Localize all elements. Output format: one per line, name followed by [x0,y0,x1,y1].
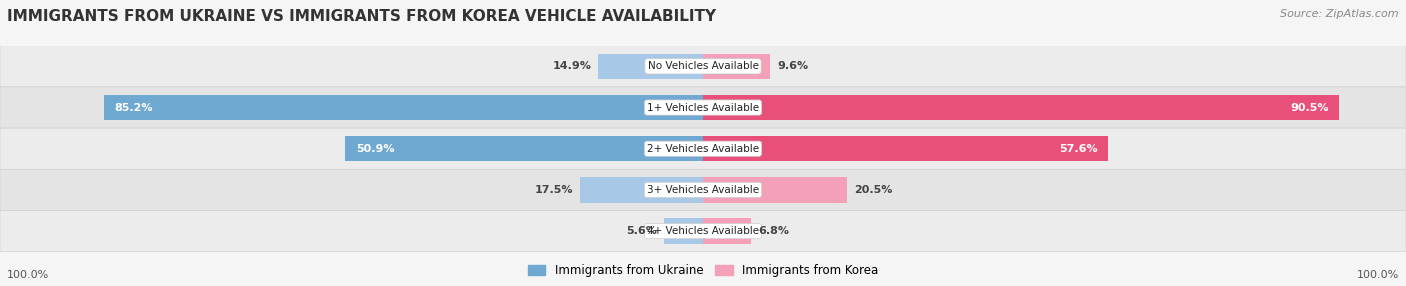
Legend: Immigrants from Ukraine, Immigrants from Korea: Immigrants from Ukraine, Immigrants from… [527,264,879,277]
Bar [599,53,703,79]
FancyBboxPatch shape [0,169,1406,210]
Text: 100.0%: 100.0% [1357,270,1399,280]
Text: 5.6%: 5.6% [626,226,657,236]
Text: 9.6%: 9.6% [778,61,808,71]
FancyBboxPatch shape [0,87,1406,128]
Bar [703,53,770,79]
Text: 6.8%: 6.8% [758,226,789,236]
Text: No Vehicles Available: No Vehicles Available [648,61,758,71]
FancyBboxPatch shape [0,128,1406,169]
Text: 14.9%: 14.9% [553,61,591,71]
FancyBboxPatch shape [0,210,1406,252]
Text: 17.5%: 17.5% [534,185,574,195]
Bar [703,95,1340,120]
Text: 1+ Vehicles Available: 1+ Vehicles Available [647,103,759,112]
Text: 100.0%: 100.0% [7,270,49,280]
Bar [703,218,751,244]
Bar [104,95,703,120]
Bar [581,177,703,203]
Text: 4+ Vehicles Available: 4+ Vehicles Available [647,226,759,236]
Text: 57.6%: 57.6% [1059,144,1098,154]
Bar [703,136,1108,162]
FancyBboxPatch shape [0,46,1406,87]
Text: 50.9%: 50.9% [356,144,394,154]
Text: 20.5%: 20.5% [855,185,893,195]
Bar [664,218,703,244]
Text: Source: ZipAtlas.com: Source: ZipAtlas.com [1281,9,1399,19]
Text: 3+ Vehicles Available: 3+ Vehicles Available [647,185,759,195]
Bar [703,177,846,203]
Text: IMMIGRANTS FROM UKRAINE VS IMMIGRANTS FROM KOREA VEHICLE AVAILABILITY: IMMIGRANTS FROM UKRAINE VS IMMIGRANTS FR… [7,9,716,23]
Text: 2+ Vehicles Available: 2+ Vehicles Available [647,144,759,154]
Bar [346,136,703,162]
Text: 90.5%: 90.5% [1291,103,1329,112]
Text: 85.2%: 85.2% [114,103,153,112]
